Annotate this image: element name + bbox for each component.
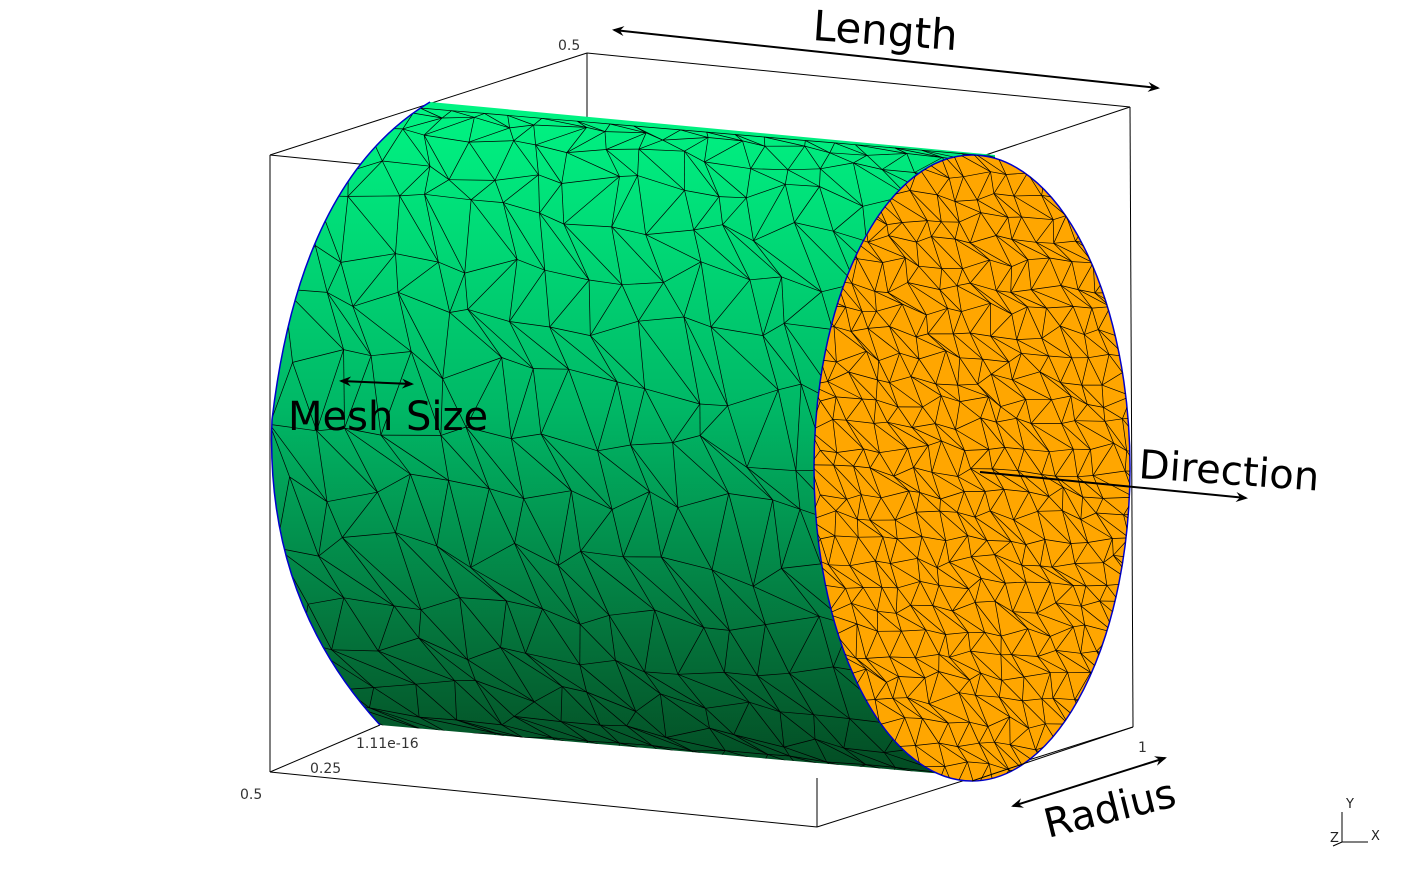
axis-y-label: Y	[1345, 797, 1354, 812]
tick-right: 1	[1138, 740, 1147, 756]
direction-label: Direction	[1137, 442, 1320, 500]
tick-025: 0.25	[310, 761, 341, 777]
tick-bottom-left: 0.5	[240, 787, 262, 803]
end-cap	[813, 154, 1131, 782]
axis-z-label: Z	[1330, 831, 1339, 846]
bounding-box-front	[971, 726, 1134, 782]
radius-annotation: Radius	[1011, 756, 1181, 848]
length-annotation: Length	[612, 1, 1160, 92]
tick-top: 0.5	[558, 38, 580, 54]
left-boundary	[270, 101, 431, 726]
length-arrow	[612, 26, 1160, 92]
axis-x-label: X	[1371, 829, 1380, 844]
length-label: Length	[811, 1, 959, 60]
z-axis-line	[1332, 841, 1343, 847]
orientation-axes: Y Z X	[1330, 797, 1380, 847]
mesh-size-annotation: Mesh Size	[288, 376, 488, 440]
direction-arrow	[979, 471, 1248, 503]
tick-tiny: 1.11e-16	[356, 736, 419, 752]
radius-arrow	[1011, 756, 1167, 808]
mesh-size-arrow	[339, 376, 414, 389]
direction-annotation: Direction	[979, 442, 1321, 503]
mesh-size-label: Mesh Size	[288, 394, 488, 440]
radius-label: Radius	[1039, 771, 1180, 848]
